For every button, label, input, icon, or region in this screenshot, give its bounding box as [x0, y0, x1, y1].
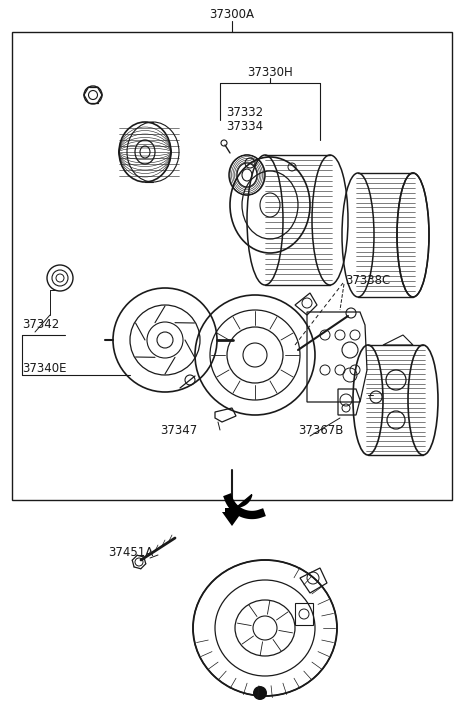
Text: 37347: 37347 — [160, 424, 197, 436]
Bar — [295, 603, 313, 625]
Polygon shape — [237, 494, 252, 507]
Text: 37332: 37332 — [226, 105, 263, 119]
Circle shape — [253, 686, 267, 700]
Text: 37338C: 37338C — [345, 273, 390, 286]
Text: 37340E: 37340E — [22, 361, 67, 374]
Text: 37300A: 37300A — [209, 7, 255, 20]
Text: 37342: 37342 — [22, 318, 59, 332]
Text: 37451A: 37451A — [108, 547, 153, 560]
Text: 37330H: 37330H — [247, 65, 293, 79]
Bar — [12, 32, 452, 500]
Text: 37334: 37334 — [226, 119, 263, 132]
FancyArrow shape — [222, 508, 242, 526]
Text: 37367B: 37367B — [298, 424, 344, 436]
